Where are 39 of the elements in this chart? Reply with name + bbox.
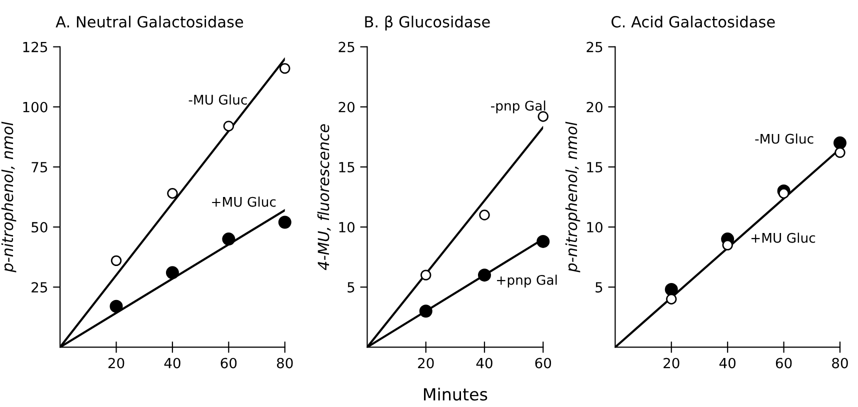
- annotation: -MU Gluc: [755, 134, 814, 144]
- y-tick-label: 5: [348, 282, 354, 293]
- y-tick-label: 5: [596, 282, 602, 293]
- y-tick-label: 15: [339, 162, 354, 172]
- x-tick-label: 60: [220, 358, 237, 368]
- y-tick-label: 75: [32, 162, 48, 172]
- y-tick-label: 10: [587, 222, 602, 232]
- x-tick-label: 20: [664, 358, 680, 368]
- x-axis-title: Minutes: [424, 388, 488, 401]
- annotation: +MU Gluc: [751, 232, 816, 243]
- x-tick-label: 80: [276, 358, 293, 368]
- x-tick-label: 40: [719, 358, 736, 368]
- y-axis-title: p-nitrophenol, nmol: [565, 122, 580, 272]
- y-tick-label: 25: [586, 42, 602, 52]
- y-tick-label: 100: [23, 102, 48, 112]
- chart-title: C. Acid Galactosidase: [612, 16, 775, 28]
- y-tick-label: 20: [338, 102, 354, 112]
- y-tick-label: 50: [32, 222, 48, 232]
- annotation: +MU Gluc: [212, 196, 276, 207]
- x-tick-label: 60: [535, 358, 552, 368]
- x-tick-label: 80: [832, 358, 848, 368]
- chart-title: B. β Glucosidase: [365, 16, 490, 31]
- annotation: -MU Gluc: [188, 94, 247, 105]
- y-axis-title: 4-MU, fluorescence: [317, 124, 331, 270]
- x-tick-label: 40: [164, 358, 180, 368]
- annotation: -pnp Gal: [490, 100, 546, 114]
- y-axis-title: p-nitrophenol, nmol: [1, 122, 16, 272]
- x-tick-label: 40: [476, 358, 492, 368]
- annotation: +pnp Gal: [497, 274, 557, 288]
- y-tick-label: 10: [339, 222, 354, 232]
- chart-title: A. Neutral Galactosidase: [56, 16, 244, 28]
- x-tick-label: 20: [418, 358, 434, 368]
- y-tick-label: 25: [32, 282, 48, 293]
- x-tick-label: 20: [108, 358, 124, 368]
- y-tick-label: 15: [587, 162, 602, 172]
- y-tick-label: 20: [586, 102, 602, 112]
- y-tick-label: 25: [338, 42, 354, 52]
- x-tick-label: 60: [776, 358, 792, 368]
- y-tick-label: 125: [23, 42, 48, 52]
